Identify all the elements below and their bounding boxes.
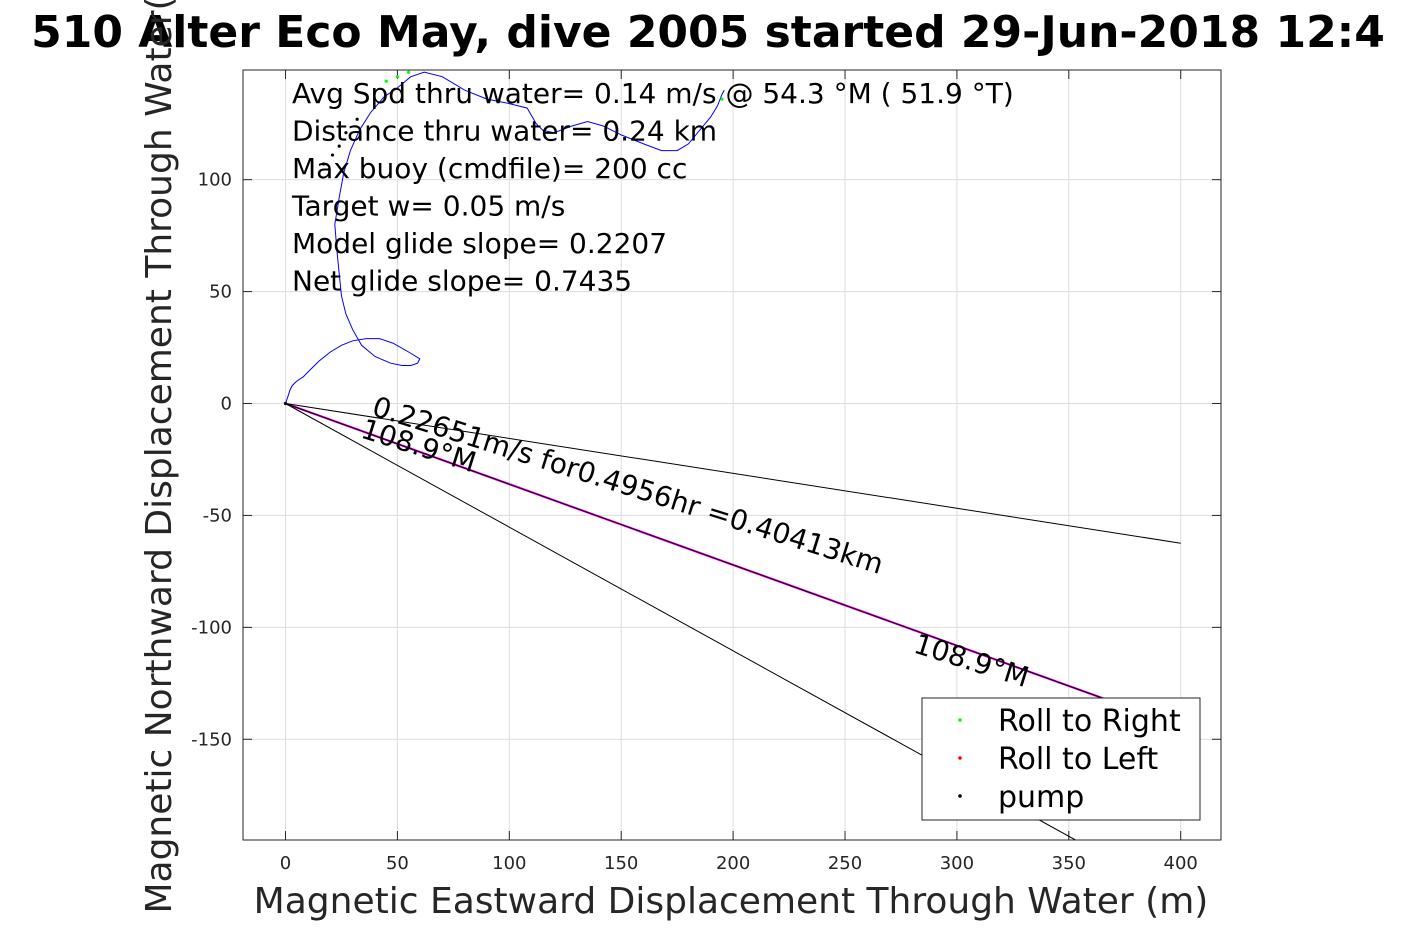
legend-box — [921, 697, 1201, 821]
y-tick-label: -50 — [203, 505, 232, 526]
legend-label: Roll to Left — [998, 742, 1158, 777]
x-tick-label: 400 — [1164, 853, 1198, 874]
x-tick-label: 200 — [716, 853, 750, 874]
legend-label: pump — [998, 780, 1084, 815]
chart-title: 510 Alter Eco May, dive 2005 started 29-… — [31, 7, 1385, 58]
y-tick-label: 100 — [198, 170, 232, 191]
legend-marker — [958, 756, 962, 760]
line-labels: 0.22651m/s for0.4956hr =0.40413km108.9°M… — [357, 390, 1033, 694]
pump-marker — [355, 117, 359, 121]
pump-marker — [344, 131, 348, 135]
track-line — [285, 71, 725, 404]
x-tick-label: 250 — [828, 853, 862, 874]
y-tick-label: 0 — [221, 394, 232, 415]
legend-label: Roll to Right — [998, 704, 1181, 739]
x-tick-label: 150 — [604, 853, 638, 874]
annotation-text: Max buoy (cmdfile)= 200 cc — [292, 152, 687, 185]
annotation-text: Net glide slope= 0.7435 — [292, 265, 632, 298]
y-tick-label: -150 — [191, 729, 232, 750]
series-line — [285, 403, 1181, 727]
x-axis-label: Magnetic Eastward Displacement Through W… — [254, 881, 1209, 922]
y-tick-label: 50 — [209, 282, 232, 303]
line-label: 108.9°M — [910, 627, 1033, 694]
pump-marker — [283, 401, 288, 406]
annotation-text: Distance thru water= 0.24 km — [292, 115, 717, 148]
pump-marker — [321, 162, 326, 166]
x-tick-label: 100 — [492, 853, 526, 874]
roll-right-marker — [720, 97, 724, 101]
y-axis-label: Magnetic Northward Displacement Through … — [139, 0, 180, 914]
annotation-text: Model glide slope= 0.2207 — [292, 227, 667, 260]
roll-right-marker — [384, 79, 388, 83]
annotations: Avg Spd thru water= 0.14 m/s @ 54.3 °M (… — [291, 77, 1014, 298]
tick-labels: 0 50 100 150 200 250 300 350 400 -150 -100 -50 0 50 10… — [191, 170, 1198, 874]
roll-right-marker — [395, 75, 400, 79]
x-tick-label: 300 — [940, 853, 974, 874]
legend-marker — [958, 718, 962, 722]
axes-box — [242, 69, 1222, 841]
x-tick-label: 350 — [1052, 853, 1086, 874]
x-tick-label: 0 — [280, 853, 291, 874]
legend-marker — [958, 794, 962, 798]
series-line — [285, 403, 1181, 544]
roll-right-marker — [407, 70, 411, 74]
y-tick-label: -100 — [191, 617, 232, 638]
pump-marker — [337, 144, 341, 148]
annotation-text: Avg Spd thru water= 0.14 m/s @ 54.3 °M (… — [292, 77, 1014, 110]
pump-marker — [330, 153, 335, 157]
x-tick-label: 50 — [386, 853, 409, 874]
annotation-text: Target w= 0.05 m/s — [291, 190, 565, 223]
